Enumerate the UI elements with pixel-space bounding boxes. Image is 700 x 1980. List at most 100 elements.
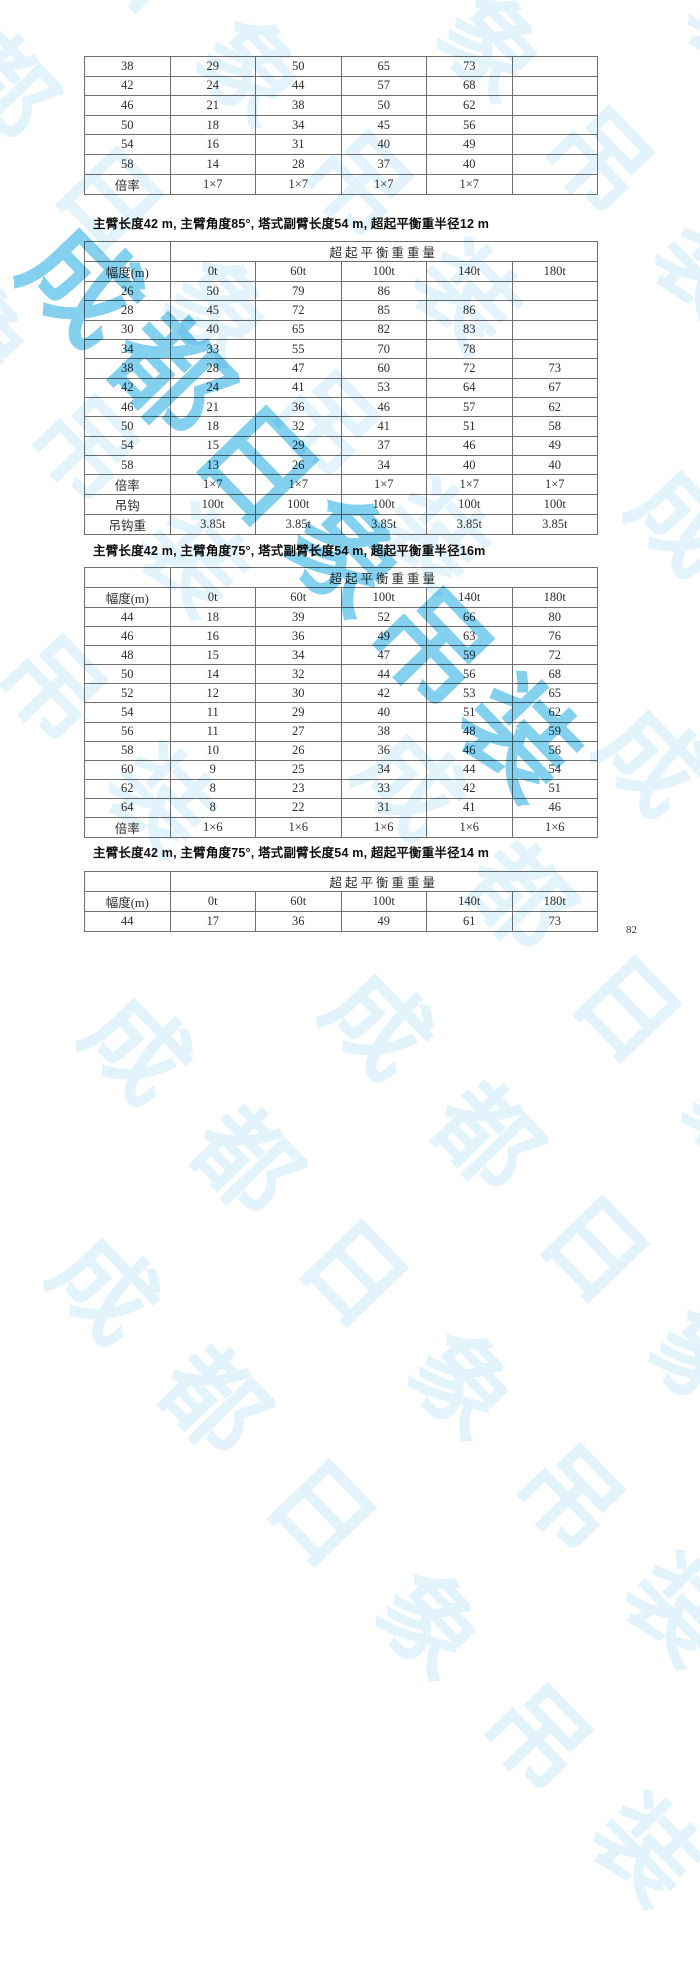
table-cell: 59 — [511, 721, 598, 742]
table-row: 30 40 65 82 83 — [84, 319, 598, 340]
table-cell: 50 — [84, 114, 171, 136]
table-cell: 54 — [511, 759, 598, 780]
table-cell: 72 — [426, 358, 513, 379]
table-cell: 57 — [426, 396, 513, 418]
table-cell: 51 — [426, 702, 513, 723]
table-cell: 27 — [255, 721, 342, 742]
table-cell: 38 — [340, 721, 427, 742]
table-cell: 73 — [511, 358, 598, 379]
table-cell: 49 — [426, 134, 513, 155]
table-cell — [511, 95, 598, 116]
table-row: 46 21 38 50 62 — [84, 95, 598, 116]
table-cell: 33 — [169, 338, 256, 360]
table-cell: 100t — [340, 494, 427, 516]
col-header: 60t — [255, 587, 342, 608]
table-cell: 41 — [426, 797, 513, 819]
col-header: 100t — [340, 587, 427, 608]
table-cell: 30 — [84, 319, 171, 340]
table-cell: 59 — [426, 645, 513, 666]
table-cell: 1×7 — [426, 173, 513, 195]
table-cell: 58 — [84, 454, 171, 476]
table-cell: 51 — [426, 416, 513, 437]
table-cell: 60 — [340, 358, 427, 379]
col-header: 0t — [169, 587, 256, 608]
col-header: 180t — [511, 261, 598, 282]
table-row: 倍率 1×7 1×7 1×7 1×7 1×7 — [84, 474, 598, 496]
table-cell: 9 — [169, 759, 256, 780]
table-cell: 26 — [84, 280, 171, 302]
table-cell: 37 — [340, 435, 427, 456]
table-cell: 50 — [84, 664, 171, 685]
table-cell: 1×7 — [340, 474, 427, 496]
table-cell: 55 — [255, 338, 342, 360]
table-row: 60 9 25 34 44 54 — [84, 759, 598, 780]
col-header: 140t — [426, 891, 513, 912]
table-cell: 32 — [255, 664, 342, 685]
table-cell: 3.85t — [511, 514, 598, 536]
table-row: 58 14 28 37 40 — [84, 153, 598, 175]
table-cell: 61 — [426, 911, 513, 932]
table-cell: 32 — [255, 416, 342, 437]
table-row: 44 17 36 49 61 73 — [84, 911, 598, 932]
table-cell: 3.85t — [255, 514, 342, 536]
col-header: 100t — [340, 891, 427, 912]
table-cell: 28 — [84, 300, 171, 321]
table-cell: 1×6 — [169, 817, 256, 839]
table-cell: 50 — [84, 416, 171, 437]
table-cell: 86 — [340, 280, 427, 302]
table-cell: 48 — [426, 721, 513, 742]
table-row: 46 21 36 46 57 62 — [84, 396, 598, 418]
table-cell: 83 — [426, 319, 513, 340]
table-cell: 46 — [84, 626, 171, 647]
table-cell: 46 — [84, 396, 171, 418]
table-row: 吊钩 100t 100t 100t 100t 100t — [84, 494, 598, 516]
table-cell — [511, 280, 598, 302]
table-cell: 42 — [84, 75, 171, 97]
table-cell: 100t — [255, 494, 342, 516]
table-cell: 70 — [340, 338, 427, 360]
table-cell: 58 — [84, 740, 171, 761]
table-cell: 86 — [426, 300, 513, 321]
table-cell: 1×6 — [340, 817, 427, 839]
table-row: 54 16 31 40 49 — [84, 134, 598, 155]
table-cell: 3.85t — [340, 514, 427, 536]
table-cell: 62 — [511, 396, 598, 418]
table-cell: 48 — [84, 645, 171, 666]
table-cell: 1×7 — [169, 173, 256, 195]
table-cell: 42 — [84, 377, 171, 398]
table-cell: 51 — [511, 778, 598, 799]
table-row: 38 29 50 65 73 — [84, 56, 598, 77]
table-cell: 57 — [340, 75, 427, 97]
table-cell: 64 — [426, 377, 513, 398]
table-cell: 1×7 — [426, 474, 513, 496]
table-cell: 85 — [340, 300, 427, 321]
table-cell: 10 — [169, 740, 256, 761]
table-row: 58 13 26 34 40 40 — [84, 454, 598, 476]
table-cell: 46 — [340, 396, 427, 418]
table-cell: 44 — [84, 606, 171, 628]
table-cell: 22 — [255, 797, 342, 819]
table-cell: 29 — [169, 56, 256, 77]
table-cell: 14 — [169, 153, 256, 175]
table-cell: 52 — [84, 683, 171, 704]
table-row: 幅度(m) 0t 60t 100t 140t 180t — [84, 261, 598, 282]
table-cell: 23 — [255, 778, 342, 799]
corner-cell — [84, 241, 171, 262]
table-cell: 56 — [511, 740, 598, 761]
table-cell: 73 — [426, 56, 513, 77]
table-cell: 44 — [255, 75, 342, 97]
table-cell: 44 — [426, 759, 513, 780]
corner-cell — [84, 871, 171, 892]
table-cell: 67 — [511, 377, 598, 398]
table-cell: 21 — [169, 95, 256, 116]
table-cell: 36 — [255, 396, 342, 418]
col-header: 60t — [255, 261, 342, 282]
table-cell: 1×7 — [255, 173, 342, 195]
table-cell: 26 — [255, 740, 342, 761]
table-row: 54 15 29 37 46 49 — [84, 435, 598, 456]
table-row: 64 8 22 31 41 46 — [84, 797, 598, 819]
table-cell: 34 — [340, 759, 427, 780]
table-cell: 52 — [340, 606, 427, 628]
table-cell: 50 — [340, 95, 427, 116]
span-header: 超起平衡重重量 — [169, 871, 598, 892]
